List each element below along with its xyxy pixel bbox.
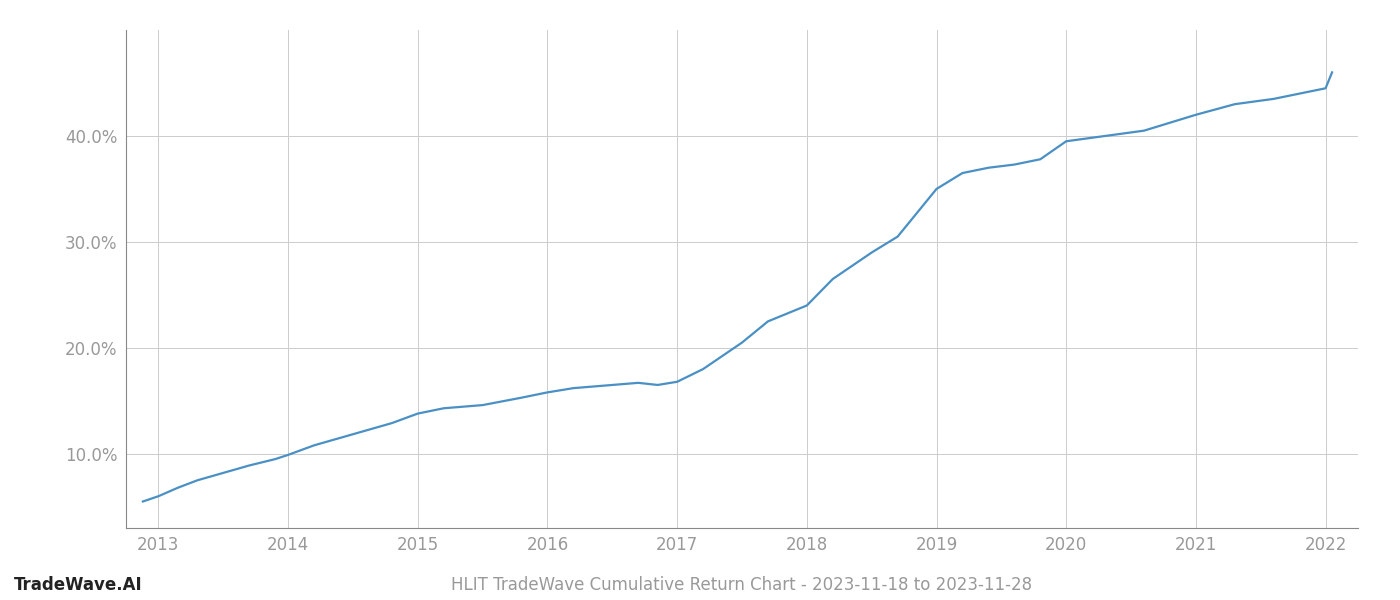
Text: HLIT TradeWave Cumulative Return Chart - 2023-11-18 to 2023-11-28: HLIT TradeWave Cumulative Return Chart -… <box>451 576 1033 594</box>
Text: TradeWave.AI: TradeWave.AI <box>14 576 143 594</box>
